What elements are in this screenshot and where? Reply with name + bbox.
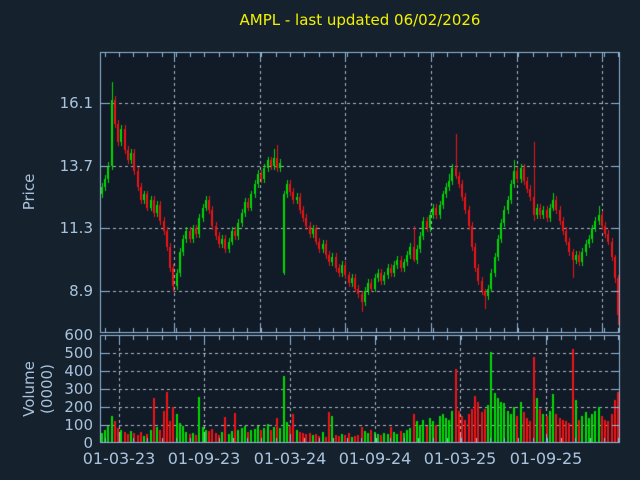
price-ytick-label: 13.7: [59, 156, 93, 175]
price-plot: [100, 52, 620, 333]
x-tick-label: 01-09-24: [338, 449, 412, 468]
x-tick-label: 01-09-23: [167, 449, 241, 468]
volume-ytick-label: 600: [64, 326, 93, 344]
volume-ytick-label: 300: [64, 380, 93, 398]
volume-plot: [100, 335, 620, 443]
price-ytick-label: 11.3: [59, 219, 93, 238]
x-tick-label: 01-03-24: [253, 449, 327, 468]
chart-title: AMPL - last updated 06/02/2026: [239, 11, 481, 29]
x-tick-label: 01-03-25: [423, 449, 497, 468]
x-tick-label: 01-09-25: [509, 449, 583, 468]
price-ytick-label: 8.9: [69, 282, 93, 301]
volume-ytick-label: 400: [64, 362, 93, 380]
volume-ytick-label: 200: [64, 398, 93, 416]
volume-ytick-label: 500: [64, 344, 93, 362]
x-tick-label: 01-03-23: [82, 449, 156, 468]
volume-ytick-label: 0: [83, 434, 93, 452]
price-ytick-label: 16.1: [59, 93, 93, 112]
volume-ytick-label: 100: [64, 416, 93, 434]
